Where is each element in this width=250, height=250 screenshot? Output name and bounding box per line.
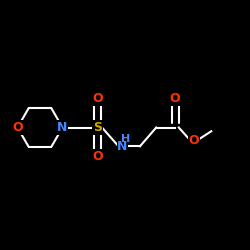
Text: N: N [57, 121, 68, 134]
Text: O: O [92, 92, 103, 105]
Text: O: O [12, 121, 23, 134]
Text: N: N [117, 140, 128, 153]
Text: O: O [188, 134, 199, 146]
Text: H: H [121, 134, 130, 144]
Text: O: O [92, 150, 103, 163]
Text: O: O [170, 92, 180, 105]
Text: S: S [93, 121, 102, 134]
